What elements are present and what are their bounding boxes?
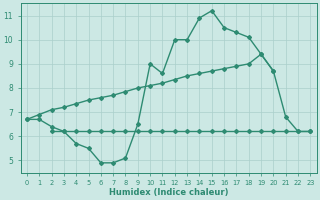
X-axis label: Humidex (Indice chaleur): Humidex (Indice chaleur) [109,188,228,197]
